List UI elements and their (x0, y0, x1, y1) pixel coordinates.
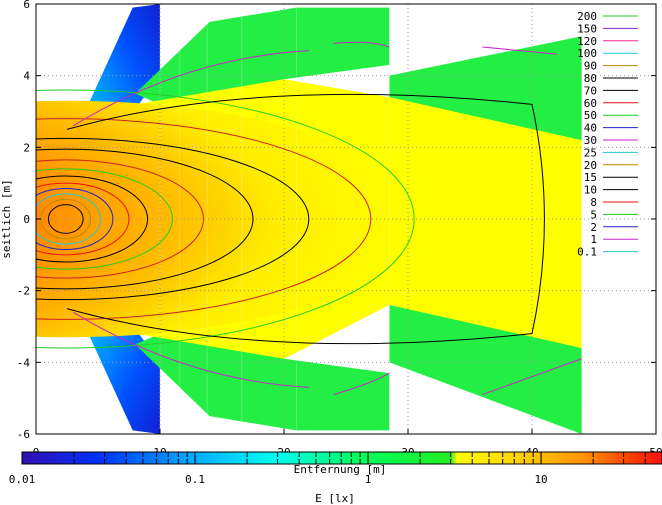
legend-label: 5 (590, 208, 597, 221)
contour-ring (36, 175, 149, 263)
y-tick-label: 0 (23, 213, 30, 226)
contour-ring (36, 137, 310, 301)
y-tick-label: 6 (23, 0, 30, 11)
legend-label: 100 (577, 47, 597, 60)
y-tick-label: -6 (17, 428, 30, 441)
legend-label: 200 (577, 10, 597, 23)
legend-label: 30 (584, 134, 597, 147)
legend-label: 120 (577, 35, 597, 48)
y-tick-label: 4 (23, 70, 30, 83)
y-tick-label: -2 (17, 285, 30, 298)
legend-label: 90 (584, 60, 597, 73)
contour-ring (36, 89, 415, 349)
legend-label: 60 (584, 97, 597, 110)
colorbar-tick-label: 0.01 (9, 473, 36, 486)
contour-ring (36, 168, 173, 270)
legend-label: 50 (584, 109, 597, 122)
contour-ring (47, 204, 84, 234)
legend-label: 40 (584, 122, 597, 135)
grid-lines (36, 4, 656, 434)
contour-ring (36, 118, 372, 320)
y-tick-label: 2 (23, 141, 30, 154)
legend-label: 8 (590, 196, 597, 209)
legend-label: 15 (584, 171, 597, 184)
contour-lines (36, 41, 582, 396)
legend-label: 10 (584, 184, 597, 197)
colorbar-label: E [lx] (315, 492, 355, 505)
contour-ring (36, 148, 254, 290)
colorbar-ticks: 0.01 0.1 1 10 (9, 452, 662, 486)
contour-ring (36, 193, 101, 245)
colorbar-tick-label: 1 (365, 473, 372, 486)
legend-label: 150 (577, 22, 597, 35)
legend-label: 2 (590, 221, 597, 234)
contour-ring (36, 159, 204, 279)
legend-label: 0.1 (577, 246, 597, 259)
contour-outer-bottom (72, 311, 582, 396)
contour-ring (36, 182, 130, 256)
colorbar-tick-label: 10 (534, 473, 547, 486)
contour-envelope (66, 93, 545, 345)
y-axis-label: seitlich [m] (0, 179, 13, 258)
legend-label: 1 (590, 233, 597, 246)
contour-legend: 200150120100908070605040302520151085210.… (577, 10, 638, 259)
legend-label: 70 (584, 84, 597, 97)
legend-label: 25 (584, 146, 597, 159)
band-bottom-far (389, 301, 582, 434)
legend-label: 80 (584, 72, 597, 85)
contour-ring (36, 188, 114, 250)
colorbar-tick-label: 0.1 (185, 473, 205, 486)
legend-label: 20 (584, 159, 597, 172)
x-axis-label: Entfernung [m] (294, 463, 387, 476)
contour-outer-top (72, 41, 557, 127)
y-tick-label: -4 (17, 356, 31, 369)
